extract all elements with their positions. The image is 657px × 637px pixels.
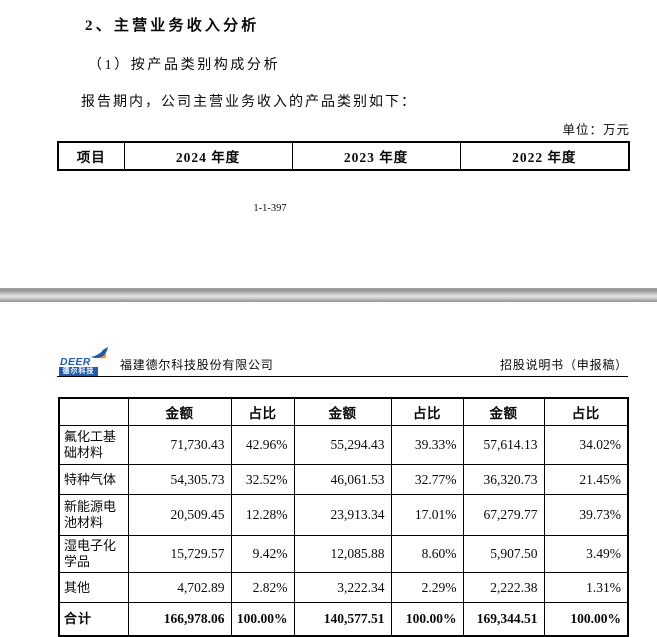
doc-type-label: 招股说明书（申报稿）: [499, 358, 628, 372]
table-row: 氟化工基础材料 71,730.43 42.96% 55,294.43 39.33…: [58, 425, 629, 465]
col-header-blank: [58, 397, 129, 426]
company-logo: DEER 德尔科技: [52, 347, 112, 378]
col-header-ratio-1: 占比: [230, 397, 295, 426]
years-header-table: 项目 2024 年度 2023 年度 2022 年度: [57, 141, 630, 171]
cell-value: 4,702.89: [127, 572, 232, 603]
table-row: 其他 4,702.89 2.82% 3,222.34 2.29% 2,222.3…: [58, 572, 629, 603]
cell-value: 1.31%: [543, 572, 629, 603]
cell-value: 166,978.06: [127, 602, 232, 637]
cell-value: 15,729.57: [127, 535, 232, 573]
unit-label: 单位：万元: [562, 123, 630, 137]
cell-value: 140,577.51: [293, 602, 392, 637]
cell-value: 20,509.45: [127, 494, 232, 536]
page-number: 1-1-397: [253, 203, 287, 214]
page-break-divider: [0, 288, 657, 302]
cell-value: 46,061.53: [293, 464, 392, 495]
row-label: 其他: [58, 572, 129, 603]
cell-value: 39.73%: [543, 494, 629, 536]
row-label: 特种气体: [58, 464, 129, 495]
cell-value: 55,294.43: [293, 425, 392, 465]
logo-subtext: 德尔科技: [59, 367, 98, 377]
revenue-by-product-table: 金额 占比 金额 占比 金额 占比 氟化工基础材料 71,730.43 42.9…: [58, 397, 629, 637]
logo-wordmark: DEER: [60, 356, 91, 368]
cell-value: 169,344.51: [462, 602, 545, 637]
cell-value: 42.96%: [230, 425, 295, 465]
cell-value: 57,614.13: [462, 425, 545, 465]
cell-value: 32.77%: [390, 464, 464, 495]
cell-value: 54,305.73: [127, 464, 232, 495]
col-header-amount-3: 金额: [462, 397, 545, 426]
table-total-row: 合计 166,978.06 100.00% 140,577.51 100.00%…: [58, 602, 629, 637]
cell-value: 67,279.77: [462, 494, 545, 536]
cell-value: 23,913.34: [293, 494, 392, 536]
cell-value: 12.28%: [230, 494, 295, 536]
table-row: 新能源电池材料 20,509.45 12.28% 23,913.34 17.01…: [58, 494, 629, 536]
col-header-ratio-3: 占比: [543, 397, 629, 426]
cell-value: 3,222.34: [293, 572, 392, 603]
cell-value: 8.60%: [390, 535, 464, 573]
cell-value: 100.00%: [543, 602, 629, 637]
cell-value: 5,907.50: [462, 535, 545, 573]
cell-value: 21.45%: [543, 464, 629, 495]
cell-value: 12,085.88: [293, 535, 392, 573]
cell-value: 100.00%: [390, 602, 464, 637]
row-label: 氟化工基础材料: [58, 425, 129, 465]
row-label: 新能源电池材料: [58, 494, 129, 536]
table-row: 特种气体 54,305.73 32.52% 46,061.53 32.77% 3…: [58, 464, 629, 495]
cell-value: 2,222.38: [462, 572, 545, 603]
intro-paragraph: 报告期内，公司主营业务收入的产品类别如下：: [81, 95, 417, 110]
cell-value: 71,730.43: [127, 425, 232, 465]
logo-swoosh-icon: [90, 347, 108, 359]
company-name: 福建德尔科技股份有限公司: [120, 358, 274, 372]
table-row: 湿电子化学品 15,729.57 9.42% 12,085.88 8.60% 5…: [58, 535, 629, 573]
cell-value: 9.42%: [230, 535, 295, 573]
cell-value: 100.00%: [230, 602, 295, 637]
cell-value: 39.33%: [390, 425, 464, 465]
col-header-year-2024: 2024 年度: [123, 141, 293, 171]
col-header-amount-1: 金额: [127, 397, 232, 426]
cell-value: 34.02%: [543, 425, 629, 465]
table-header-row: 金额 占比 金额 占比 金额 占比: [58, 397, 629, 426]
section-heading: 2、主营业务收入分析: [85, 18, 260, 34]
cell-value: 17.01%: [390, 494, 464, 536]
cell-value: 36,320.73: [462, 464, 545, 495]
row-label: 合计: [58, 602, 129, 637]
col-header-year-2023: 2023 年度: [291, 141, 461, 171]
cell-value: 2.29%: [390, 572, 464, 603]
col-header-amount-2: 金额: [293, 397, 392, 426]
header-rule: [57, 376, 628, 377]
col-header-year-2022: 2022 年度: [459, 141, 630, 171]
cell-value: 3.49%: [543, 535, 629, 573]
col-header-item: 项目: [57, 141, 125, 171]
cell-value: 2.82%: [230, 572, 295, 603]
cell-value: 32.52%: [230, 464, 295, 495]
row-label: 湿电子化学品: [58, 535, 129, 573]
col-header-ratio-2: 占比: [390, 397, 464, 426]
subsection-heading: （1）按产品类别构成分析: [88, 58, 281, 73]
table-header-row: 项目 2024 年度 2023 年度 2022 年度: [57, 141, 630, 171]
